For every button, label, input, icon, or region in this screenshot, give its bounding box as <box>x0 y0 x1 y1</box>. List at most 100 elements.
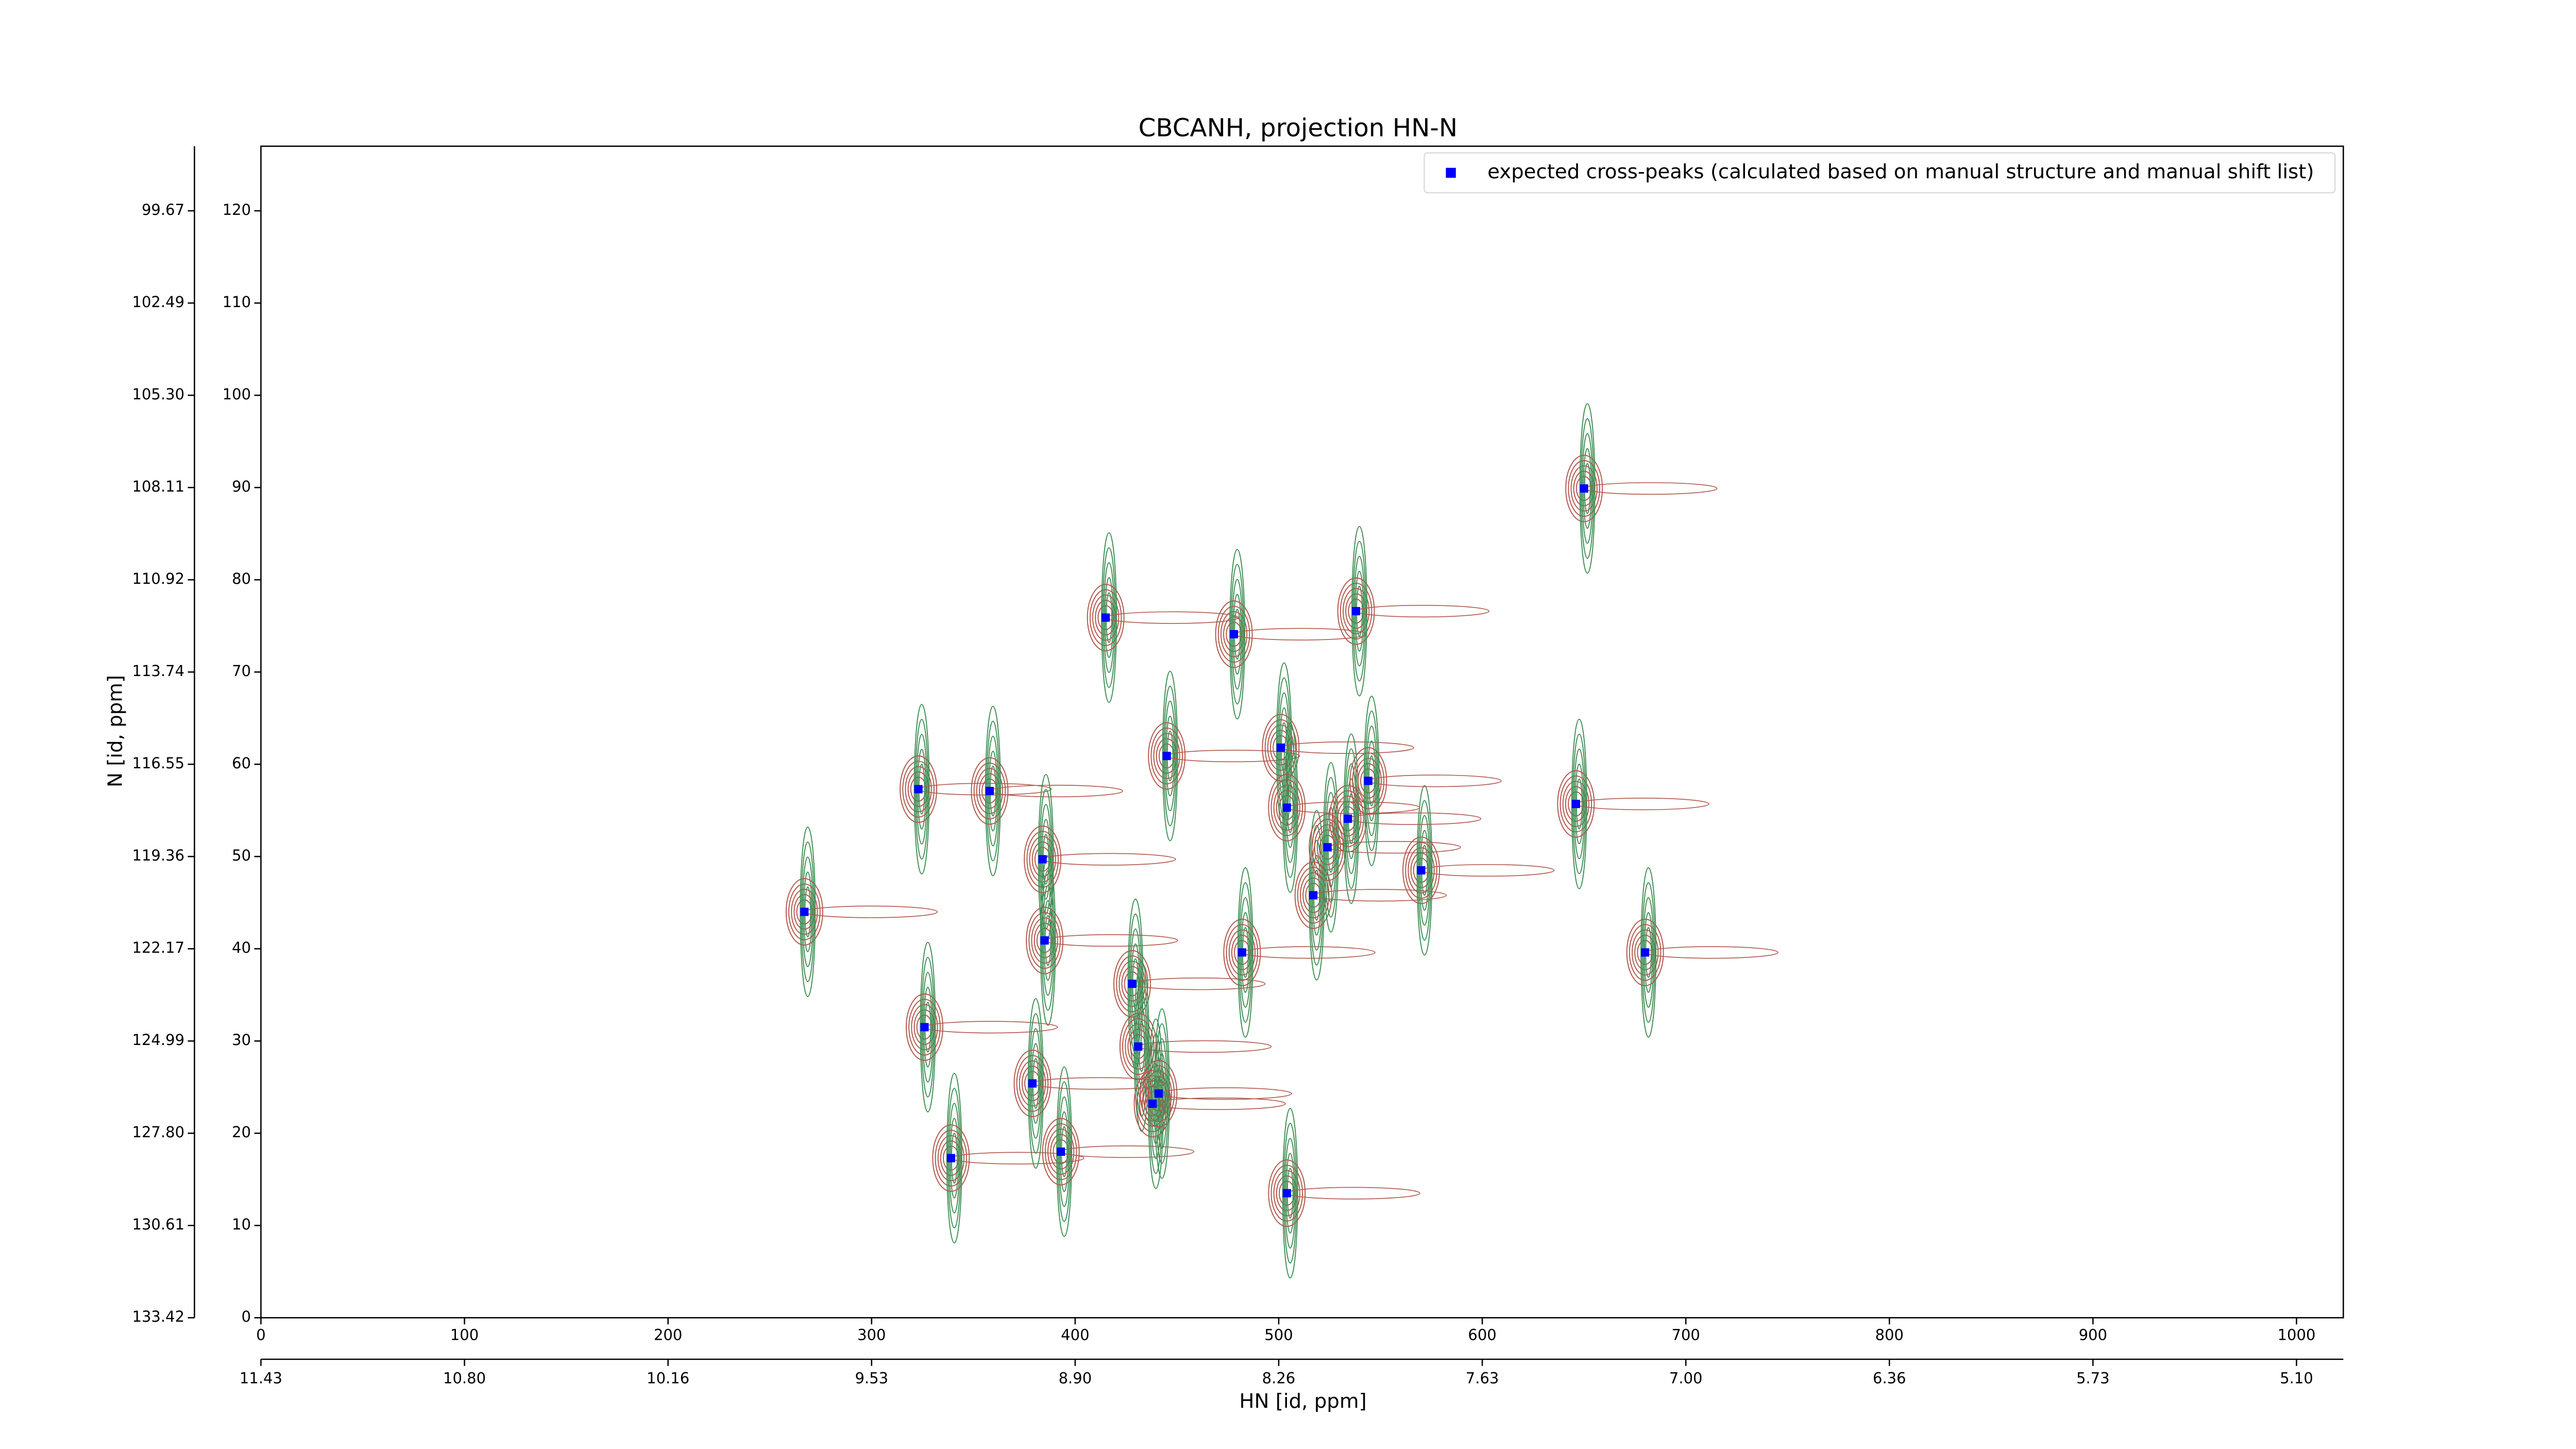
peak-contour <box>937 1135 964 1182</box>
y-tick-label: 0 <box>242 1308 251 1325</box>
peak-contour <box>1626 918 1664 986</box>
peak-contour <box>1145 1070 1172 1117</box>
peak-contour <box>1019 1060 1046 1107</box>
y-tick-label: 20 <box>232 1123 251 1141</box>
ppm-x-tick-label: 10.80 <box>443 1370 486 1387</box>
peak-contour <box>1264 719 1297 777</box>
peak-contour <box>1334 795 1362 842</box>
ppm-x-tick-label: 6.36 <box>1873 1370 1906 1387</box>
point <box>1641 948 1650 957</box>
x-tick-label: 0 <box>256 1326 265 1344</box>
peak-contour <box>1026 906 1064 974</box>
peak-contour <box>1632 929 1659 976</box>
ppm-x-tick-label: 7.00 <box>1669 1370 1703 1387</box>
ppm-x-tick-label: 11.43 <box>240 1370 282 1387</box>
x-tick-label: 400 <box>1061 1326 1089 1344</box>
peak-contour <box>1044 1123 1077 1181</box>
point <box>1162 751 1171 761</box>
point <box>1276 743 1285 752</box>
y-tick-label: 10 <box>232 1216 251 1233</box>
peak-contour <box>1119 1013 1157 1081</box>
ppm-y-tick-label: 99.67 <box>142 201 184 218</box>
peak-contour <box>1270 1165 1303 1222</box>
ppm-y-tick-label: 102.49 <box>132 293 185 311</box>
point <box>1101 613 1110 622</box>
peak-contour <box>1332 790 1364 847</box>
point <box>1040 936 1049 945</box>
peak-contour <box>1568 460 1600 517</box>
ppm-y-tick-label: 110.92 <box>132 570 185 587</box>
ppm-y-tick-label: 105.30 <box>132 385 185 403</box>
point <box>1580 484 1588 493</box>
point <box>1309 891 1318 900</box>
peak-contour <box>906 993 943 1061</box>
peak-contour <box>935 1130 968 1187</box>
peak-contour <box>976 768 1004 814</box>
peak-contour <box>932 1124 970 1192</box>
peak-contour <box>973 762 1006 820</box>
peak-contour <box>905 766 932 813</box>
point <box>1057 1147 1065 1156</box>
x-tick-label: 200 <box>654 1326 682 1344</box>
point <box>1238 948 1246 957</box>
peak-contour <box>1047 1128 1075 1175</box>
y-tick-label: 120 <box>223 201 251 218</box>
y-tick-label: 80 <box>232 570 251 587</box>
peak-contour <box>1220 611 1248 658</box>
peak-contour <box>1215 600 1253 668</box>
x-tick-label: 900 <box>2079 1326 2107 1344</box>
point <box>1154 1089 1163 1098</box>
peak-contour <box>1273 1170 1300 1217</box>
peak-contour <box>1562 781 1589 827</box>
y-tick-label: 110 <box>223 293 251 311</box>
peak-contour <box>1405 841 1437 899</box>
peak-contour <box>1270 779 1303 836</box>
point <box>1028 1079 1037 1088</box>
ppm-y-tick-label: 113.74 <box>132 662 185 680</box>
peak-contour <box>1116 955 1148 1013</box>
peak-contour <box>1142 1065 1175 1122</box>
ppm-x-tick-label: 7.63 <box>1466 1370 1499 1387</box>
point <box>985 787 994 796</box>
peak-contour <box>1262 714 1300 782</box>
x-tick-label: 500 <box>1264 1326 1293 1344</box>
peak-contour <box>1273 784 1300 831</box>
ppm-y-tick-label: 122.17 <box>132 939 185 956</box>
peak-contour <box>1294 861 1332 929</box>
point <box>1323 843 1332 852</box>
plot-frame <box>260 145 2344 1319</box>
ppm-x-tick-label: 5.73 <box>2076 1370 2110 1387</box>
point <box>946 1154 955 1162</box>
point <box>1282 803 1291 812</box>
peak-contour <box>902 761 935 818</box>
peak-contour <box>1228 929 1256 976</box>
peak-contour <box>1028 912 1061 969</box>
point <box>1134 1042 1143 1051</box>
peak-contour <box>1042 1118 1080 1186</box>
peak-contour <box>1125 1023 1152 1070</box>
y-tick-label: 100 <box>223 385 251 403</box>
peak-contour <box>1557 770 1595 838</box>
peak-contour <box>1565 454 1603 523</box>
point <box>1344 814 1352 823</box>
peak-contour <box>1314 824 1341 871</box>
peak-contour <box>1340 582 1372 640</box>
peak-contour <box>1089 589 1122 646</box>
x-tick-label: 300 <box>857 1326 886 1344</box>
peak-contour <box>1133 1070 1172 1138</box>
x-axis-label: HN [id, ppm] <box>1239 1390 1366 1413</box>
legend-marker <box>1446 167 1456 178</box>
peak-contour <box>900 755 938 823</box>
point <box>1352 606 1361 616</box>
peak-contour <box>1092 594 1120 641</box>
peak-contour <box>1408 847 1435 894</box>
peak-contour <box>1024 825 1062 894</box>
point <box>800 907 809 916</box>
peak-contour <box>971 757 1009 825</box>
ppm-x-tick-label: 10.16 <box>647 1370 689 1387</box>
peak-contour <box>788 883 821 940</box>
y-tick-label: 70 <box>232 662 251 680</box>
peak-contour <box>1148 722 1186 790</box>
